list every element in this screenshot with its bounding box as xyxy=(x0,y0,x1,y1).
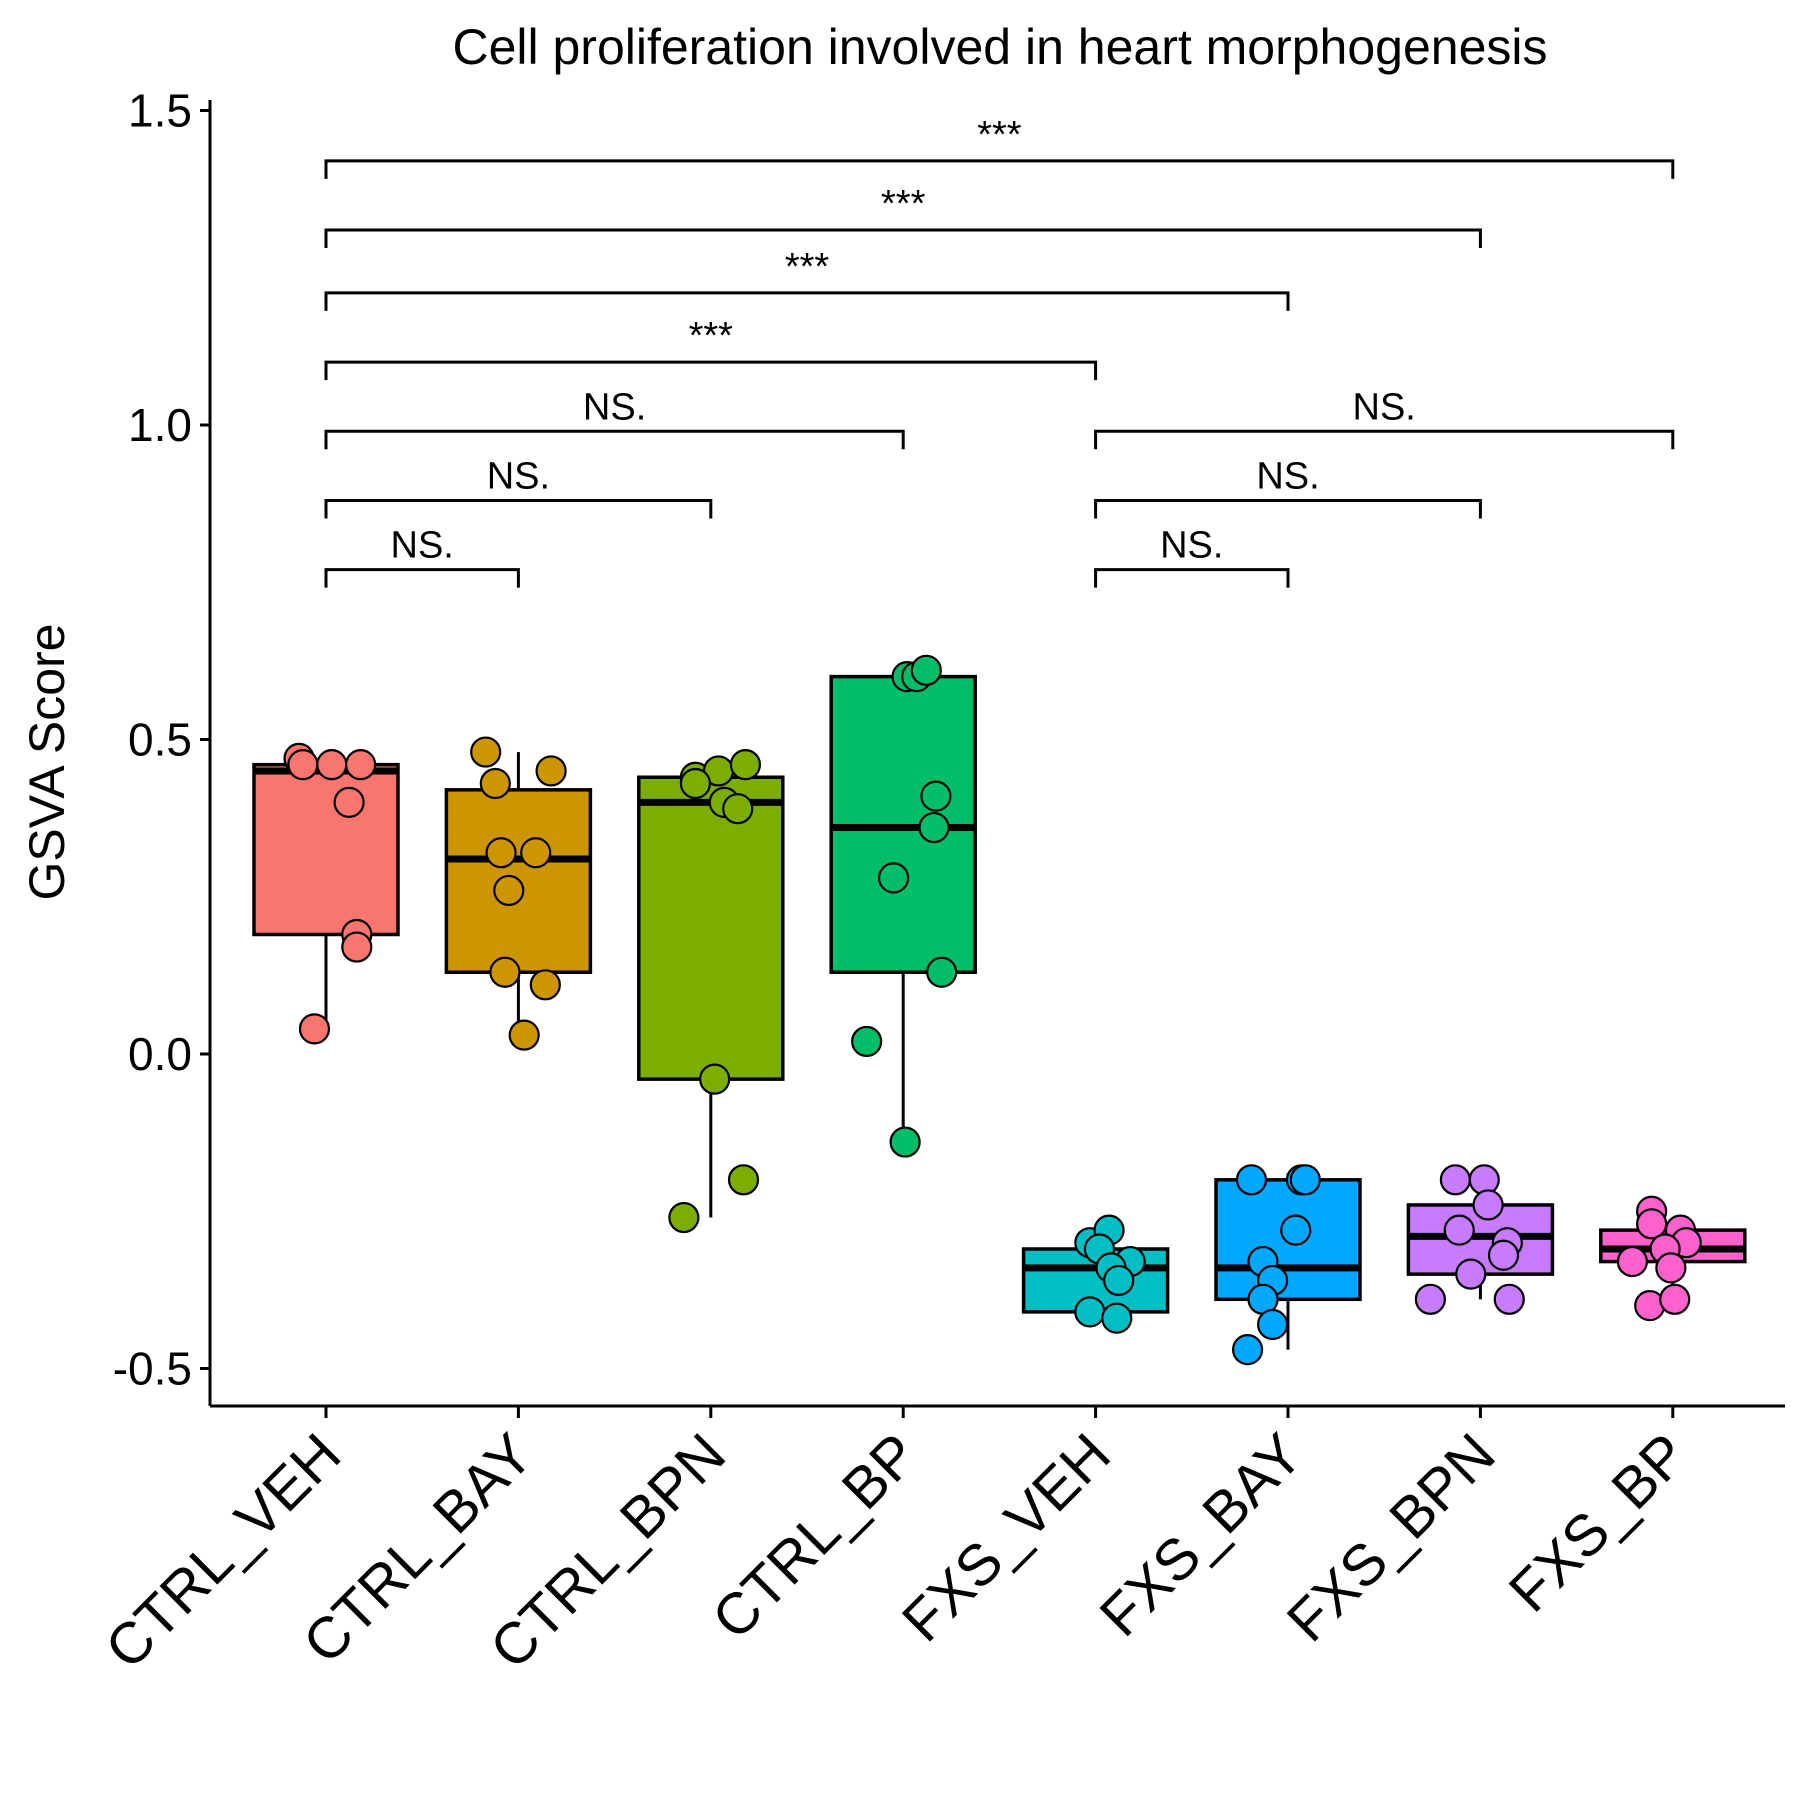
box xyxy=(252,762,400,937)
data-point xyxy=(729,749,762,781)
significance-label: NS. xyxy=(1256,455,1319,497)
significance-brackets: NS. NS. NS. *** *** *** *** NS. NS. NS. xyxy=(324,114,1675,588)
significance-bracket xyxy=(1094,568,1290,588)
data-point xyxy=(529,969,561,1001)
data-point xyxy=(485,837,517,869)
data-point xyxy=(1235,1164,1268,1196)
x-tick-label: FXS_VEH xyxy=(890,1421,1123,1654)
data-point xyxy=(1616,1245,1648,1278)
data-point xyxy=(1493,1283,1525,1315)
data-point xyxy=(1289,1164,1321,1196)
significance-bracket xyxy=(1094,429,1675,450)
data-point xyxy=(1414,1283,1446,1315)
data-point xyxy=(479,767,511,800)
significance-label: NS. xyxy=(1160,525,1223,567)
box-plots xyxy=(252,670,1747,1350)
significance-bracket xyxy=(324,429,905,450)
x-tick-label: FXS_BP xyxy=(1497,1421,1700,1624)
data-point xyxy=(1280,1214,1312,1246)
data-point xyxy=(920,780,952,812)
x-tick-label: FXS_BPN xyxy=(1275,1421,1508,1654)
y-tick-label: 1.5 xyxy=(128,85,192,137)
data-point xyxy=(1231,1334,1264,1366)
significance-bracket xyxy=(324,228,1482,249)
data-point xyxy=(851,1025,883,1058)
data-point xyxy=(345,749,377,781)
significance-label: NS. xyxy=(1353,386,1416,428)
data-point xyxy=(1636,1208,1668,1240)
significance-label: NS. xyxy=(391,525,454,567)
data-point xyxy=(727,1164,760,1196)
data-point xyxy=(1101,1302,1133,1334)
data-point xyxy=(699,1063,731,1095)
significance-bracket xyxy=(324,291,1290,311)
y-tick-label: 1.0 xyxy=(128,399,192,451)
significance-label: NS. xyxy=(487,455,550,497)
y-tick-label: 0.5 xyxy=(128,714,192,766)
y-tick-label: 0.0 xyxy=(128,1028,192,1080)
data-point xyxy=(493,874,525,907)
significance-bracket xyxy=(324,568,520,588)
y-tick-label: -0.5 xyxy=(113,1343,192,1395)
data-point xyxy=(1439,1164,1471,1196)
data-point xyxy=(333,786,365,819)
data-point xyxy=(1659,1283,1691,1315)
data-point xyxy=(287,749,319,781)
data-point xyxy=(341,931,373,963)
data-point xyxy=(489,956,521,988)
chart-title: Cell proliferation involved in heart mor… xyxy=(452,19,1547,75)
data-point xyxy=(889,1126,921,1158)
significance-bracket xyxy=(324,498,713,519)
data-point xyxy=(926,956,958,988)
data-point xyxy=(1074,1296,1106,1328)
data-point xyxy=(668,1201,700,1234)
data-point xyxy=(508,1019,540,1051)
data-point xyxy=(535,755,567,787)
data-point xyxy=(470,736,502,768)
significance-label: NS. xyxy=(583,386,646,428)
y-axis-label: GSVA Score xyxy=(19,624,75,901)
significance-label: *** xyxy=(977,114,1022,156)
significance-label: *** xyxy=(689,315,734,357)
data-point xyxy=(1487,1239,1520,1271)
significance-bracket xyxy=(324,360,1098,381)
data-point xyxy=(877,862,910,894)
data-point xyxy=(722,793,754,825)
data-point xyxy=(1443,1214,1475,1246)
data-point xyxy=(1455,1258,1487,1290)
x-tick-label: CTRL_BP xyxy=(700,1421,931,1652)
data-point xyxy=(1655,1252,1687,1284)
data-point xyxy=(1257,1308,1289,1341)
data-point xyxy=(520,837,552,869)
significance-bracket xyxy=(1094,498,1482,519)
significance-bracket xyxy=(324,159,1675,179)
box xyxy=(637,775,785,1081)
significance-label: *** xyxy=(785,246,830,288)
data-point xyxy=(910,654,942,686)
data-point xyxy=(298,1013,331,1045)
significance-label: *** xyxy=(881,183,926,225)
data-point xyxy=(316,749,348,781)
data-point xyxy=(918,811,950,844)
data-point xyxy=(679,767,712,800)
data-point xyxy=(1472,1189,1504,1221)
data-points xyxy=(283,654,1702,1366)
data-point xyxy=(1103,1264,1135,1297)
